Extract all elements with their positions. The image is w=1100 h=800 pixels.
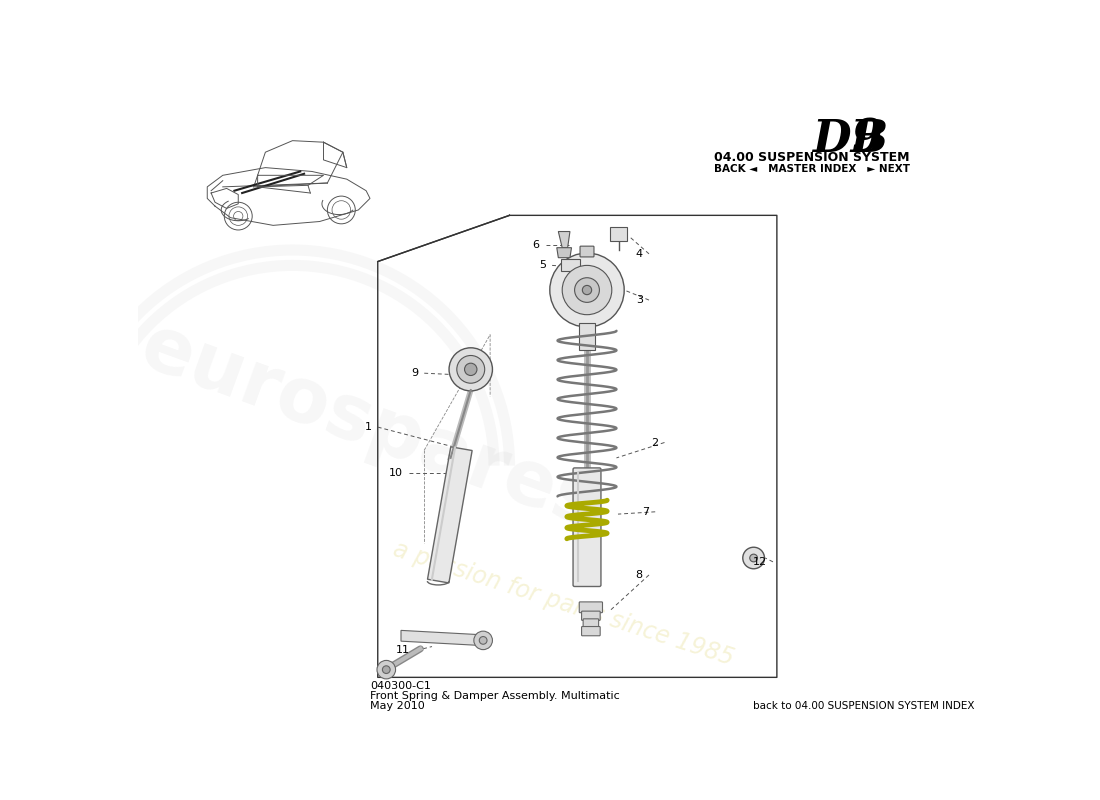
Circle shape: [550, 253, 624, 327]
Circle shape: [474, 631, 493, 650]
FancyBboxPatch shape: [610, 227, 627, 241]
Circle shape: [383, 666, 390, 674]
Circle shape: [582, 286, 592, 294]
FancyBboxPatch shape: [582, 626, 601, 636]
Text: 9: 9: [852, 118, 883, 161]
Text: 11: 11: [396, 646, 410, 655]
FancyBboxPatch shape: [582, 611, 601, 620]
Polygon shape: [402, 630, 486, 646]
Circle shape: [456, 355, 485, 383]
Text: 3: 3: [636, 295, 642, 305]
FancyBboxPatch shape: [561, 259, 580, 270]
Polygon shape: [428, 447, 472, 583]
Text: BACK ◄   MASTER INDEX   ► NEXT: BACK ◄ MASTER INDEX ► NEXT: [714, 164, 910, 174]
Text: a passion for parts since 1985: a passion for parts since 1985: [390, 538, 737, 670]
Text: 9: 9: [411, 368, 418, 378]
Circle shape: [449, 348, 493, 391]
Text: 1: 1: [364, 422, 372, 432]
Text: 040300-C1: 040300-C1: [370, 682, 431, 691]
Circle shape: [742, 547, 764, 569]
Circle shape: [562, 266, 612, 314]
Circle shape: [750, 554, 758, 562]
Polygon shape: [557, 248, 572, 258]
Circle shape: [480, 637, 487, 644]
Text: Front Spring & Damper Assembly. Multimatic: Front Spring & Damper Assembly. Multimat…: [370, 691, 619, 702]
Text: 10: 10: [388, 468, 403, 478]
Text: 12: 12: [752, 557, 767, 567]
Text: 04.00 SUSPENSION SYSTEM: 04.00 SUSPENSION SYSTEM: [714, 151, 910, 165]
Circle shape: [464, 363, 477, 375]
Circle shape: [574, 278, 600, 302]
Text: DB: DB: [812, 118, 888, 161]
Text: 8: 8: [636, 570, 642, 580]
Text: 5: 5: [539, 261, 546, 270]
FancyBboxPatch shape: [583, 619, 598, 628]
FancyBboxPatch shape: [580, 246, 594, 257]
Text: 2: 2: [651, 438, 658, 447]
FancyBboxPatch shape: [580, 602, 603, 613]
Polygon shape: [559, 231, 570, 248]
FancyBboxPatch shape: [580, 323, 595, 350]
FancyBboxPatch shape: [573, 468, 601, 586]
Text: back to 04.00 SUSPENSION SYSTEM INDEX: back to 04.00 SUSPENSION SYSTEM INDEX: [754, 702, 975, 711]
Text: 4: 4: [636, 249, 642, 259]
Text: 7: 7: [642, 507, 649, 517]
Circle shape: [377, 661, 396, 679]
Text: May 2010: May 2010: [370, 702, 425, 711]
Text: eurospares: eurospares: [131, 310, 609, 545]
Text: 6: 6: [532, 240, 540, 250]
